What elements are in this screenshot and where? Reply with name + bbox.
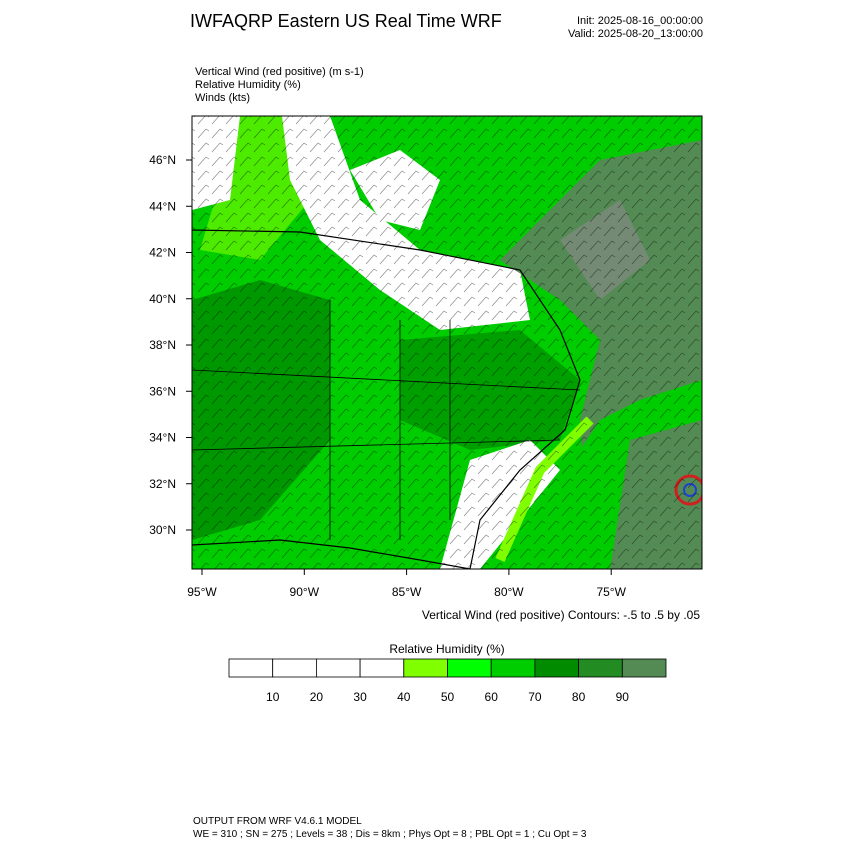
colorbar-label: 20 (310, 690, 324, 704)
colorbar-label: 70 (528, 690, 542, 704)
contour-note: Vertical Wind (red positive) Contours: -… (422, 608, 700, 622)
lat-label: 32°N (149, 477, 176, 491)
lat-label: 38°N (149, 338, 176, 352)
field-label: Relative Humidity (%) (195, 79, 301, 91)
footer-line: OUTPUT FROM WRF V4.6.1 MODEL (193, 816, 362, 827)
colorbar-label: 90 (616, 690, 630, 704)
lat-label: 44°N (149, 199, 176, 213)
lat-label: 30°N (149, 523, 176, 537)
lat-label: 36°N (149, 384, 176, 398)
colorbar-box (621, 658, 667, 678)
lon-label: 75°W (596, 585, 626, 599)
lon-label: 90°W (290, 585, 320, 599)
lon-label: 85°W (392, 585, 422, 599)
colorbar: 10 20 30 40 50 60 70 80 90 (228, 658, 667, 704)
colorbar-label: 30 (353, 690, 367, 704)
colorbar-box (228, 658, 274, 678)
colorbar-box (359, 658, 405, 678)
title: IWFAQRP Eastern US Real Time WRF (190, 11, 502, 31)
map-frame (191, 115, 703, 570)
colorbar-box (447, 658, 492, 678)
valid-time: Valid: 2025-08-20_13:00:00 (568, 28, 703, 40)
colorbar-box (272, 658, 317, 678)
field-label: Vertical Wind (red positive) (m s-1) (195, 66, 364, 78)
colorbar-box (490, 658, 536, 678)
colorbar-box (578, 658, 623, 678)
colorbar-label: 80 (572, 690, 586, 704)
colorbar-label: 50 (441, 690, 455, 704)
footer-line: WE = 310 ; SN = 275 ; Levels = 38 ; Dis … (193, 829, 587, 840)
map-axes: 46°N 44°N 42°N 40°N 38°N 36°N 34°N 32°N 30°N 95°W… (149, 153, 626, 599)
lat-label: 46°N (149, 153, 176, 167)
lat-label: 42°N (149, 246, 176, 260)
map (192, 116, 702, 569)
colorbar-label: 10 (266, 690, 280, 704)
colorbar-box (315, 658, 361, 678)
colorbar-label: 60 (485, 690, 499, 704)
lat-label: 34°N (149, 431, 176, 445)
colorbar-box (403, 658, 448, 678)
lat-label: 40°N (149, 292, 176, 306)
field-label: Winds (kts) (195, 92, 250, 104)
colorbar-box (534, 658, 580, 678)
colorbar-title: Relative Humidity (%) (389, 642, 504, 656)
colorbar-label: 40 (397, 690, 411, 704)
lon-label: 80°W (494, 585, 524, 599)
init-time: Init: 2025-08-16_00:00:00 (577, 15, 703, 27)
lon-label: 95°W (187, 585, 217, 599)
